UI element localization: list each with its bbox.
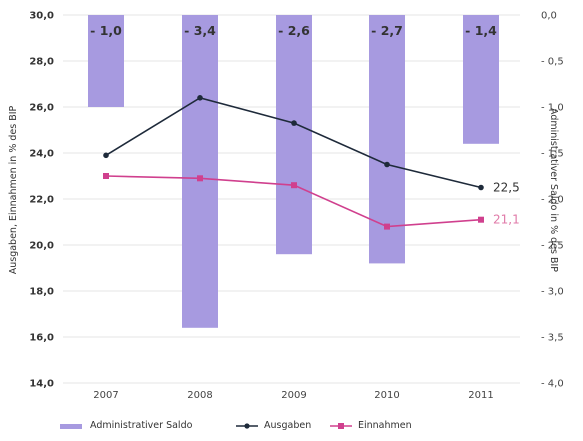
left-axis-ticks: 30,0 28,0 26,0 24,0 22,0 20,0 18,0 16,0 14,0 [29,11,54,390]
x-axis-ticks: 2007 2008 2009 2010 2011 [93,390,493,401]
bar-label-2008: - 3,4 [184,23,216,38]
legend: Administrativer Saldo Ausgaben Einnahmen [60,420,412,431]
bar-series-administrativer-saldo [88,15,499,328]
legend-marker-ausgaben [244,423,250,429]
x-tick-2011: 2011 [468,390,493,401]
right-tick-8: - 4,0 [541,379,564,390]
left-tick-4: 22,0 [29,195,54,206]
left-tick-5: 20,0 [29,241,54,252]
bar-label-2007: - 1,0 [90,23,122,38]
point-einnahmen-2008 [197,175,203,182]
legend-label-einnahmen: Einnahmen [358,420,412,431]
bar-label-2010: - 2,7 [371,23,403,38]
left-tick-0: 30,0 [29,11,54,22]
left-tick-3: 24,0 [29,149,54,160]
legend-marker-einnahmen [338,423,344,429]
bar-label-2009: - 2,6 [278,23,310,38]
left-tick-1: 28,0 [29,57,54,68]
x-tick-2007: 2007 [93,390,118,401]
bar-2007 [88,15,124,107]
right-axis-ticks: 0,0 - 0,5 - 1,0 - 1,5 - 2,0 - 2,5 - 3,0 - 3,5 - … [541,11,564,390]
right-tick-2: - 1,0 [541,103,564,114]
right-tick-1: - 0,5 [541,57,564,68]
right-axis-title: Administrativer Saldo in % des BIP [548,108,559,272]
line-end-labels: 22,5 21,1 [493,181,520,227]
right-tick-7: - 3,5 [541,333,564,344]
right-tick-4: - 2,0 [541,195,564,206]
right-tick-3: - 1,5 [541,149,564,160]
line-series [103,95,484,230]
point-einnahmen-2007 [103,173,109,179]
bar-2008 [182,15,218,328]
right-tick-6: - 3,0 [541,287,564,298]
end-label-ausgaben: 22,5 [493,181,520,195]
bar-label-2011: - 1,4 [465,23,497,38]
right-tick-5: - 2,5 [541,241,564,252]
x-tick-2009: 2009 [281,390,306,401]
left-axis-title: Ausgaben, Einnahmen in % des BIP [8,105,19,274]
point-einnahmen-2009 [291,182,297,189]
bar-value-labels: - 1,0 - 3,4 - 2,6 - 2,7 - 1,4 [90,23,497,38]
point-ausgaben-2007 [103,152,109,159]
x-tick-2008: 2008 [187,390,212,401]
end-label-einnahmen: 21,1 [493,213,520,227]
left-tick-6: 18,0 [29,287,54,298]
point-ausgaben-2011 [478,184,484,191]
legend-swatch-administrativer-saldo [60,424,82,429]
point-ausgaben-2008 [197,95,203,101]
point-ausgaben-2010 [384,161,390,168]
bar-2009 [276,15,312,255]
point-einnahmen-2010 [384,223,390,230]
left-tick-7: 16,0 [29,333,54,344]
legend-label-ausgaben: Ausgaben [264,420,311,431]
point-ausgaben-2009 [291,120,297,126]
point-einnahmen-2011 [478,216,484,223]
legend-label-administrativer-saldo: Administrativer Saldo [90,420,193,431]
x-tick-2010: 2010 [374,390,399,401]
bar-2011 [463,15,499,144]
left-tick-2: 26,0 [29,103,54,114]
left-tick-8: 14,0 [29,379,54,390]
right-tick-0: 0,0 [541,11,557,22]
